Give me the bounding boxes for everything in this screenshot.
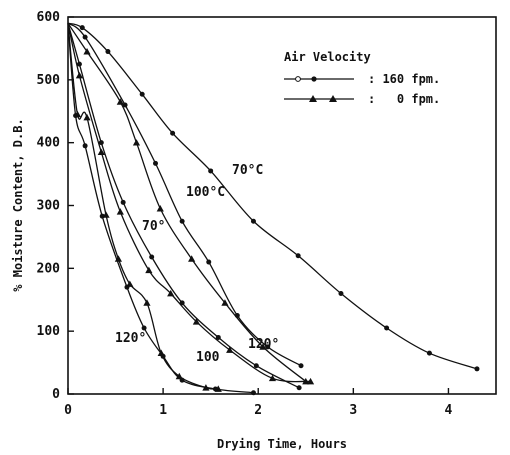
- y-tick-label: 100: [37, 324, 61, 339]
- data-point: [226, 346, 234, 353]
- series-line: [67, 22, 478, 370]
- annotation-120-right: 120°: [248, 337, 279, 352]
- legend: Air Velocity : 160 fpm. : 0 fpm.: [284, 50, 440, 106]
- y-tick-label: 200: [37, 261, 61, 276]
- series-7: [67, 23, 256, 396]
- x-tick-label: 2: [254, 403, 262, 418]
- legend-label-triangle: : 0 fpm.: [368, 92, 440, 106]
- data-point: [83, 47, 91, 55]
- series-5: [67, 23, 315, 385]
- x-tick-label: 1: [159, 403, 167, 418]
- data-point: [105, 49, 111, 55]
- data-point: [188, 255, 196, 262]
- series-3: [67, 22, 310, 385]
- x-tick-label: 0: [64, 403, 72, 418]
- data-point: [250, 218, 256, 224]
- annotation-70: 70°: [142, 219, 165, 234]
- data-point: [79, 25, 85, 31]
- annotation-100c: 100°C: [186, 185, 225, 200]
- data-point: [145, 266, 153, 274]
- data-point: [208, 168, 214, 174]
- data-point: [167, 289, 175, 297]
- series-layer: [67, 22, 480, 396]
- data-point: [98, 140, 104, 146]
- y-tick-label: 400: [37, 136, 61, 151]
- data-point: [221, 299, 229, 306]
- data-point: [179, 377, 185, 383]
- data-point: [116, 98, 124, 105]
- data-point: [265, 344, 271, 350]
- y-tick-label: 500: [37, 73, 61, 88]
- data-point: [179, 218, 185, 224]
- data-point: [253, 363, 259, 369]
- data-point: [99, 213, 105, 219]
- y-tick-label: 600: [37, 10, 61, 25]
- y-tick-label: 300: [37, 199, 61, 214]
- annotation-100: 100: [196, 350, 220, 365]
- legend-item-triangle: : 0 fpm.: [284, 92, 440, 106]
- data-point: [156, 205, 164, 212]
- data-point: [295, 253, 301, 259]
- y-axis-ticks: 0 100 200 300 400 500 600: [37, 10, 74, 402]
- data-point: [474, 366, 480, 372]
- series-1: [67, 22, 480, 372]
- data-point: [82, 34, 88, 40]
- x-axis-label: Drying Time, Hours: [217, 437, 347, 451]
- series-line: [67, 23, 254, 394]
- data-point: [250, 390, 256, 396]
- data-point: [122, 102, 128, 108]
- data-point: [116, 208, 124, 215]
- series-4: [67, 23, 302, 391]
- data-point: [384, 325, 390, 331]
- annotation-70c: 70°C: [232, 163, 263, 178]
- data-point: [338, 290, 344, 296]
- data-point: [170, 130, 176, 136]
- data-point: [215, 334, 221, 340]
- data-point: [120, 199, 126, 205]
- data-point: [73, 113, 79, 119]
- legend-marker-circle-2: [311, 76, 317, 82]
- series-line: [67, 23, 311, 383]
- data-point: [160, 353, 166, 359]
- data-point: [132, 139, 141, 146]
- data-point: [296, 385, 302, 391]
- data-point: [298, 363, 304, 369]
- data-point: [259, 343, 267, 350]
- data-point: [149, 254, 155, 260]
- data-point: [124, 284, 130, 290]
- data-point: [76, 61, 82, 67]
- annotation-120-left: 120°: [115, 331, 146, 346]
- x-axis-ticks: 0 1 2 3 4: [64, 388, 453, 418]
- data-point: [141, 325, 147, 331]
- data-point: [75, 71, 84, 79]
- x-tick-label: 4: [445, 403, 453, 418]
- series-line: [67, 23, 300, 389]
- legend-marker-triangle-2: [329, 95, 337, 102]
- data-point: [306, 377, 315, 385]
- data-point: [175, 372, 183, 380]
- legend-item-circle: : 160 fpm.: [284, 72, 440, 86]
- data-point: [206, 259, 212, 265]
- data-point: [97, 148, 105, 155]
- data-point: [139, 91, 145, 97]
- legend-marker-circle-1: [295, 76, 301, 82]
- data-point: [268, 374, 277, 382]
- x-tick-label: 3: [349, 403, 357, 418]
- data-point: [426, 350, 432, 356]
- y-axis-label: % Moisture Content, D.B.: [11, 118, 25, 291]
- legend-marker-triangle-1: [309, 95, 317, 102]
- data-point: [192, 318, 200, 325]
- y-tick-label: 0: [52, 387, 60, 402]
- data-point: [82, 143, 88, 149]
- data-point: [83, 113, 91, 121]
- series-2: [67, 22, 304, 369]
- data-point: [153, 160, 159, 166]
- legend-label-circle: : 160 fpm.: [368, 72, 440, 86]
- data-point: [143, 299, 151, 306]
- legend-title: Air Velocity: [284, 50, 371, 64]
- data-point: [212, 386, 218, 392]
